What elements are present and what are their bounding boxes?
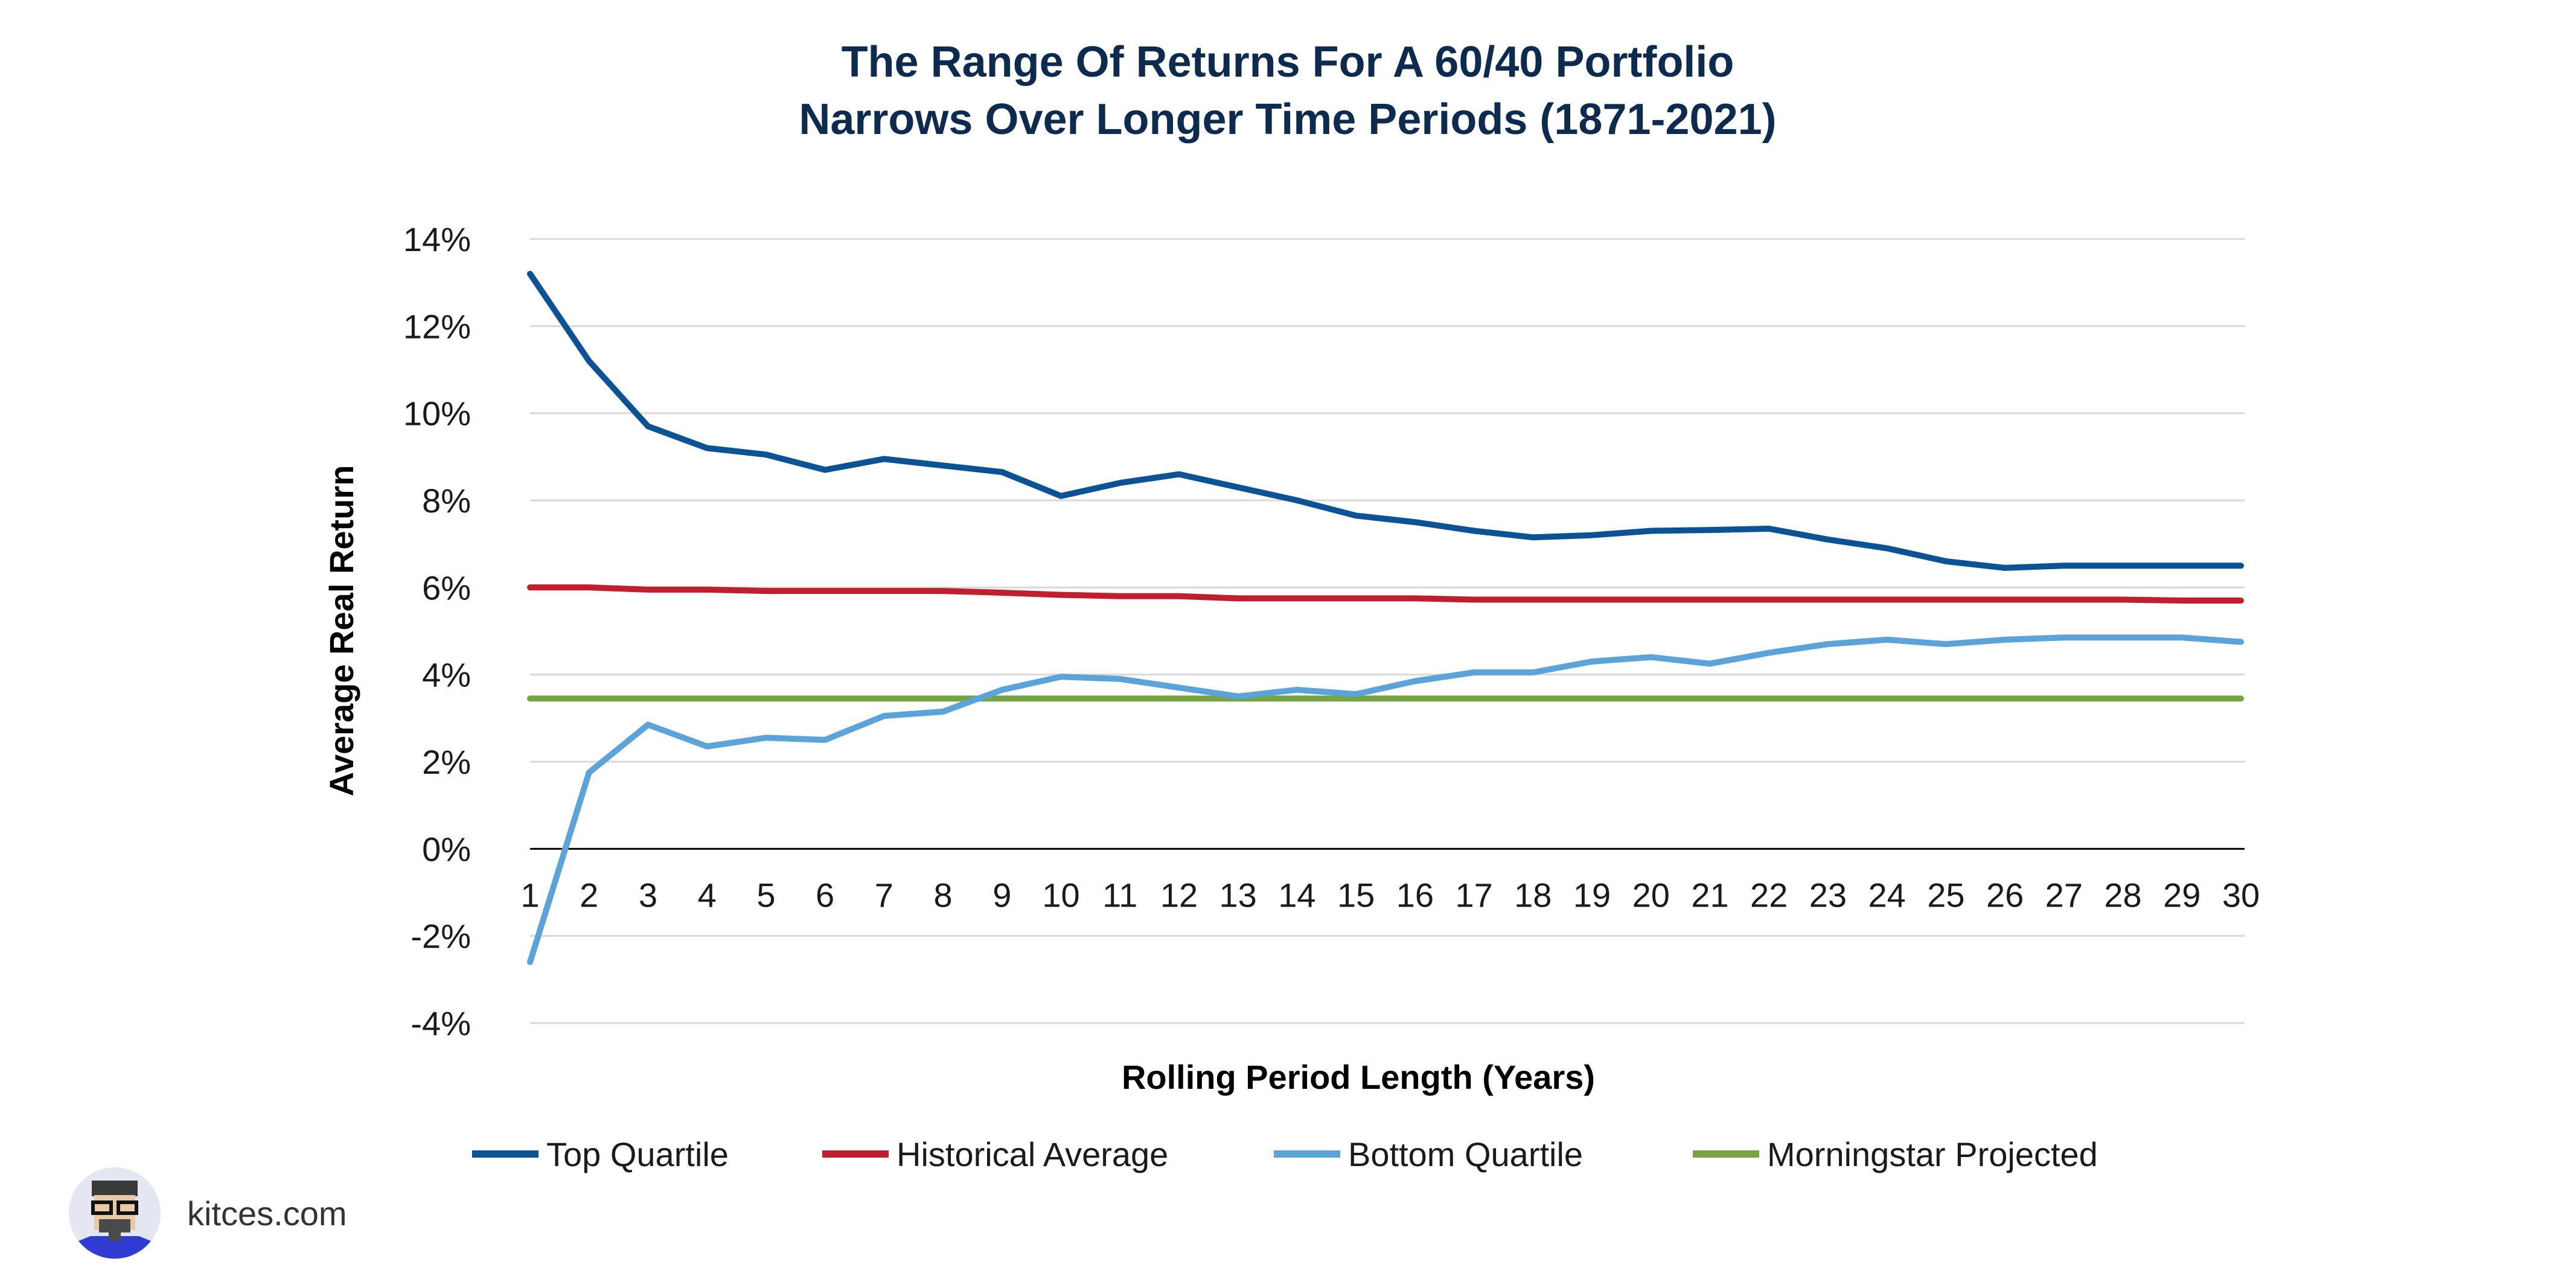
y-tick-label: -2% [411, 917, 471, 955]
series-lines [527, 270, 2244, 965]
chart-title-line-1: The Range Of Returns For A 60/40 Portfol… [842, 38, 1734, 86]
y-tick-label: 4% [422, 656, 471, 694]
x-tick-label: 13 [1219, 876, 1257, 914]
legend: Top Quartile Historical Average Bottom Qua… [472, 1135, 2098, 1173]
x-tick-label: 22 [1750, 876, 1788, 914]
legend-label: Historical Average [896, 1135, 1168, 1173]
x-tick-label: 23 [1809, 876, 1847, 914]
x-tick-label: 7 [875, 876, 893, 914]
y-tick-label: -4% [411, 1004, 471, 1042]
x-tick-label: 10 [1042, 876, 1079, 914]
x-axis-tick-labels: 1 2 3 4 5 6 7 8 9 10 11 12 13 14 15 16 17 18 19 20 21 22 23 24 2… [520, 876, 2260, 914]
legend-label: Bottom Quartile [1348, 1135, 1583, 1173]
x-tick-label: 15 [1337, 876, 1375, 914]
series-line-historical-average [527, 584, 2244, 604]
y-tick-label: 0% [422, 830, 471, 868]
x-tick-label: 29 [2163, 876, 2200, 914]
x-tick-label: 6 [816, 876, 834, 914]
x-tick-label: 17 [1455, 876, 1492, 914]
y-tick-label: 14% [403, 220, 471, 258]
x-tick-label: 16 [1396, 876, 1434, 914]
y-axis-title: Average Real Return [322, 465, 360, 797]
x-tick-label: 4 [698, 876, 717, 914]
y-axis-tick-labels: -4% -2% 0% 2% 4% 6% 8% 10% 12% 14% [403, 220, 471, 1042]
x-axis-title: Rolling Period Length (Years) [1122, 1058, 1595, 1096]
brand-text: kitces.com [187, 1194, 347, 1232]
y-tick-label: 2% [422, 743, 471, 781]
x-tick-label: 3 [639, 876, 657, 914]
x-tick-label: 27 [2045, 876, 2083, 914]
x-tick-label: 1 [520, 876, 539, 914]
x-tick-label: 26 [1986, 876, 2024, 914]
x-tick-label: 24 [1868, 876, 1906, 914]
legend-label: Morningstar Projected [1767, 1135, 2098, 1173]
x-tick-label: 14 [1278, 876, 1315, 914]
x-tick-label: 21 [1691, 876, 1728, 914]
avatar-face-icon [69, 1167, 161, 1259]
legend-label: Top Quartile [546, 1135, 729, 1173]
chart-title-line-2: Narrows Over Longer Time Periods (1871-2… [799, 95, 1776, 144]
series-line-top-quartile [527, 270, 2244, 571]
x-tick-label: 25 [1927, 876, 1964, 914]
x-tick-label: 19 [1573, 876, 1611, 914]
x-tick-label: 28 [2104, 876, 2141, 914]
x-tick-label: 20 [1632, 876, 1670, 914]
x-tick-label: 9 [992, 876, 1011, 914]
series-line-bottom-quartile [527, 634, 2244, 965]
x-tick-label: 5 [756, 876, 775, 914]
y-tick-label: 8% [422, 482, 471, 520]
x-tick-label: 30 [2222, 876, 2260, 914]
y-tick-label: 10% [403, 395, 471, 433]
x-tick-label: 18 [1514, 876, 1552, 914]
gridlines [530, 238, 2245, 1024]
x-tick-label: 12 [1160, 876, 1198, 914]
x-tick-label: 11 [1102, 876, 1137, 914]
y-tick-label: 12% [403, 307, 471, 345]
x-tick-label: 2 [580, 876, 598, 914]
x-tick-label: 8 [933, 876, 952, 914]
y-tick-label: 6% [422, 569, 471, 607]
